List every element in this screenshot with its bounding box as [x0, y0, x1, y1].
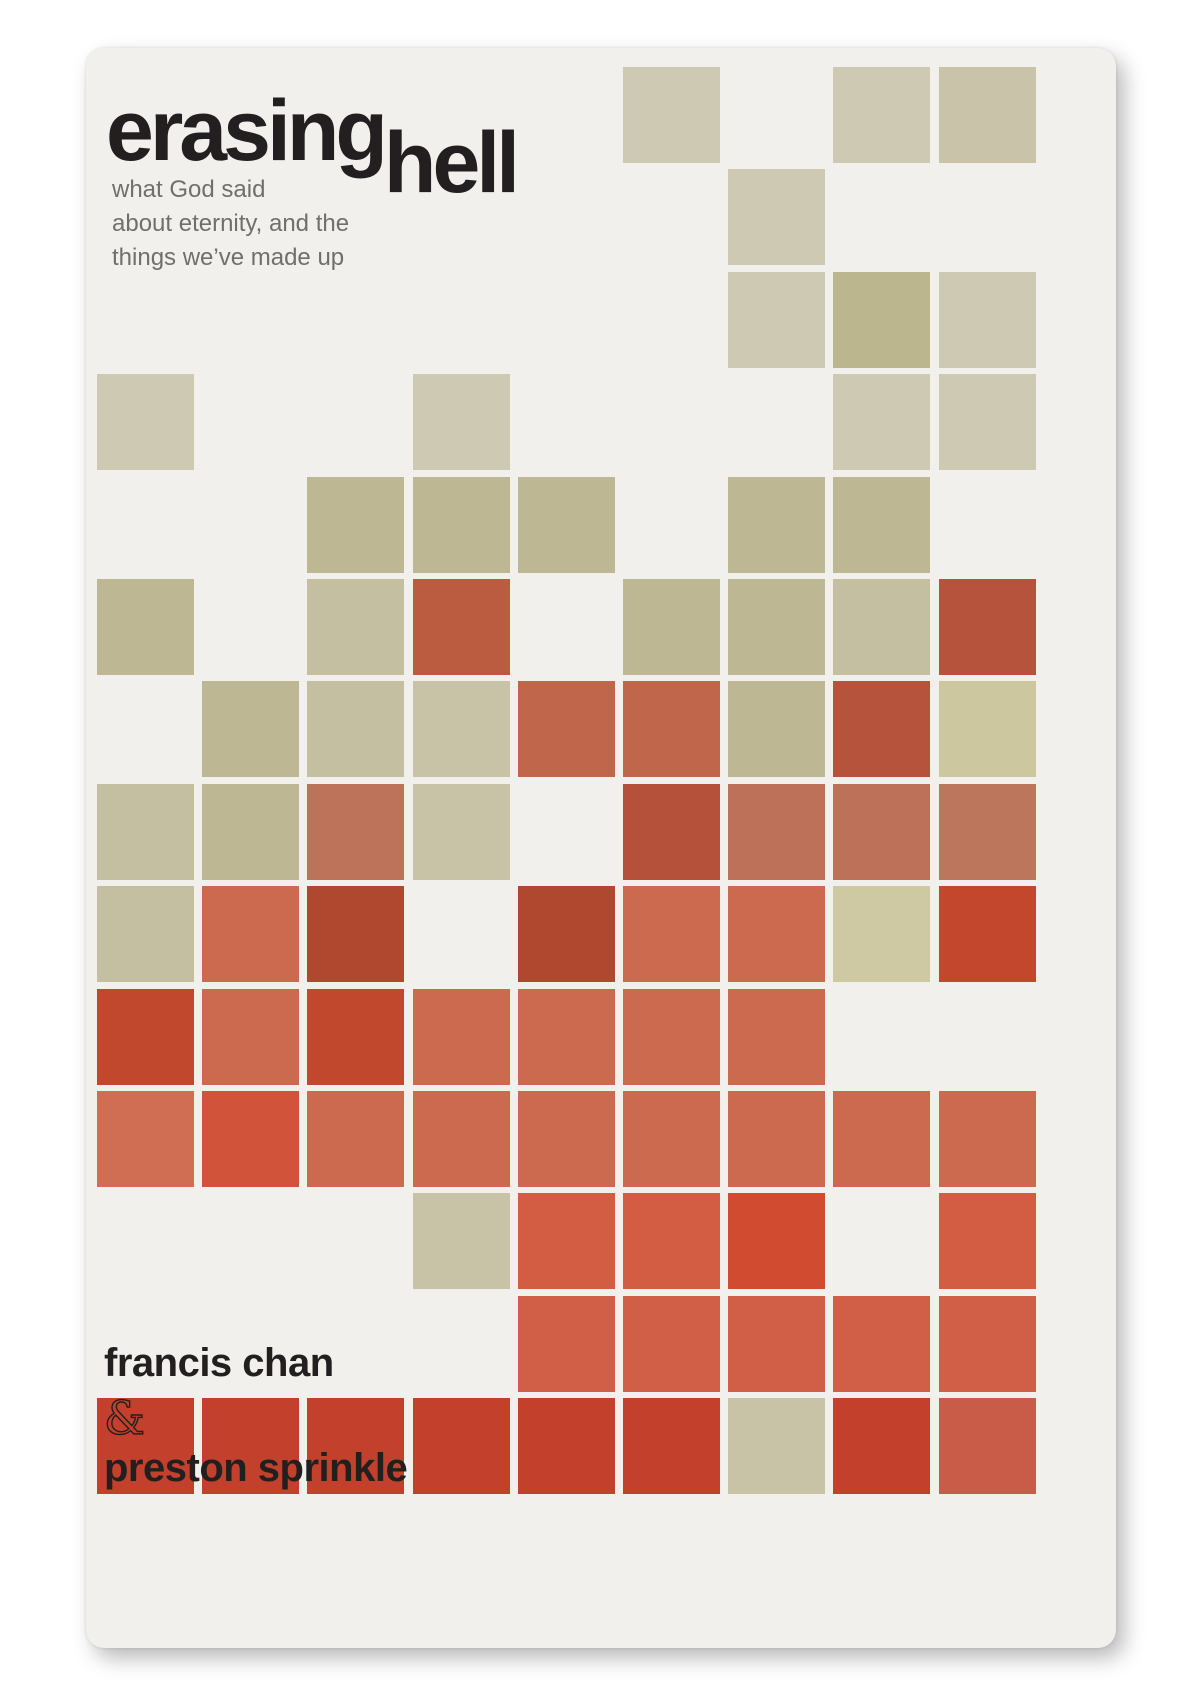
grid-tile: [623, 886, 720, 982]
grid-tile: [97, 1398, 194, 1494]
grid-tile: [939, 681, 1036, 777]
title-word-hell: hell: [383, 115, 520, 211]
grid-tile: [728, 989, 825, 1085]
grid-tile: [833, 477, 930, 573]
grid-tile: [518, 886, 615, 982]
grid-tile: [623, 784, 720, 880]
grid-tile: [413, 374, 510, 470]
grid-tile: [97, 989, 194, 1085]
grid-tile: [97, 374, 194, 470]
grid-tile: [939, 1193, 1036, 1289]
grid-tile: [413, 579, 510, 675]
grid-tile: [307, 886, 404, 982]
grid-tile: [518, 1398, 615, 1494]
grid-tile: [939, 1091, 1036, 1187]
grid-tile: [728, 784, 825, 880]
grid-tile: [518, 681, 615, 777]
grid-tile: [307, 579, 404, 675]
grid-tile: [307, 477, 404, 573]
grid-tile: [939, 784, 1036, 880]
grid-tile: [307, 1398, 404, 1494]
grid-tile: [518, 1296, 615, 1392]
grid-tile: [413, 1193, 510, 1289]
grid-tile: [939, 1398, 1036, 1494]
grid-tile: [202, 1091, 299, 1187]
grid-tile: [97, 579, 194, 675]
grid-tile: [939, 67, 1036, 163]
grid-tile: [623, 681, 720, 777]
grid-tile: [833, 67, 930, 163]
title-word-erasing: erasing: [106, 83, 388, 179]
grid-tile: [939, 579, 1036, 675]
grid-tile: [413, 681, 510, 777]
grid-tile: [518, 477, 615, 573]
grid-tile: [833, 784, 930, 880]
author-francis-chan: francis chan: [104, 1341, 334, 1385]
book-title: erasinghell: [106, 88, 520, 206]
grid-tile: [623, 1193, 720, 1289]
author-preston-sprinkle: preston sprinkle: [104, 1446, 408, 1490]
grid-tile: [728, 169, 825, 265]
grid-tile: [623, 67, 720, 163]
grid-tile: [518, 1091, 615, 1187]
grid-tile: [202, 989, 299, 1085]
ampersand: &: [103, 1391, 145, 1445]
grid-tile: [202, 784, 299, 880]
grid-tile: [97, 886, 194, 982]
grid-tile: [202, 886, 299, 982]
grid-tile: [307, 1091, 404, 1187]
grid-tile: [833, 579, 930, 675]
grid-tile: [728, 1091, 825, 1187]
grid-tile: [623, 579, 720, 675]
book-cover: erasinghell what God said about eternity…: [86, 48, 1116, 1648]
grid-tile: [728, 1296, 825, 1392]
grid-tile: [728, 886, 825, 982]
grid-tile: [728, 681, 825, 777]
grid-tile: [202, 681, 299, 777]
grid-tile: [833, 1398, 930, 1494]
grid-tile: [97, 1091, 194, 1187]
grid-tile: [728, 477, 825, 573]
grid-tile: [939, 886, 1036, 982]
grid-tile: [728, 1193, 825, 1289]
grid-tile: [728, 1398, 825, 1494]
grid-tile: [833, 272, 930, 368]
grid-tile: [413, 1091, 510, 1187]
grid-tile: [833, 374, 930, 470]
grid-tile: [833, 681, 930, 777]
grid-tile: [939, 1296, 1036, 1392]
subtitle-line: what God said: [112, 176, 266, 203]
grid-tile: [307, 681, 404, 777]
grid-tile: [939, 374, 1036, 470]
subtitle-line: about eternity, and the: [112, 210, 350, 237]
grid-tile: [413, 784, 510, 880]
grid-tile: [307, 989, 404, 1085]
grid-tile: [413, 477, 510, 573]
grid-tile: [518, 989, 615, 1085]
grid-tile: [202, 1398, 299, 1494]
grid-tile: [833, 1091, 930, 1187]
grid-tile: [833, 886, 930, 982]
grid-tile: [307, 784, 404, 880]
grid-tile: [97, 784, 194, 880]
grid-tile: [728, 579, 825, 675]
grid-tile: [623, 989, 720, 1085]
grid-tile: [623, 1296, 720, 1392]
book-subtitle: what God said about eternity, and the th…: [112, 173, 432, 275]
grid-tile: [939, 272, 1036, 368]
grid-tile: [413, 989, 510, 1085]
grid-tile: [728, 272, 825, 368]
subtitle-line: things we’ve made up: [112, 244, 345, 271]
grid-tile: [623, 1091, 720, 1187]
grid-tile: [623, 1398, 720, 1494]
grid-tile: [833, 1296, 930, 1392]
grid-tile: [413, 1398, 510, 1494]
grid-tile: [518, 1193, 615, 1289]
